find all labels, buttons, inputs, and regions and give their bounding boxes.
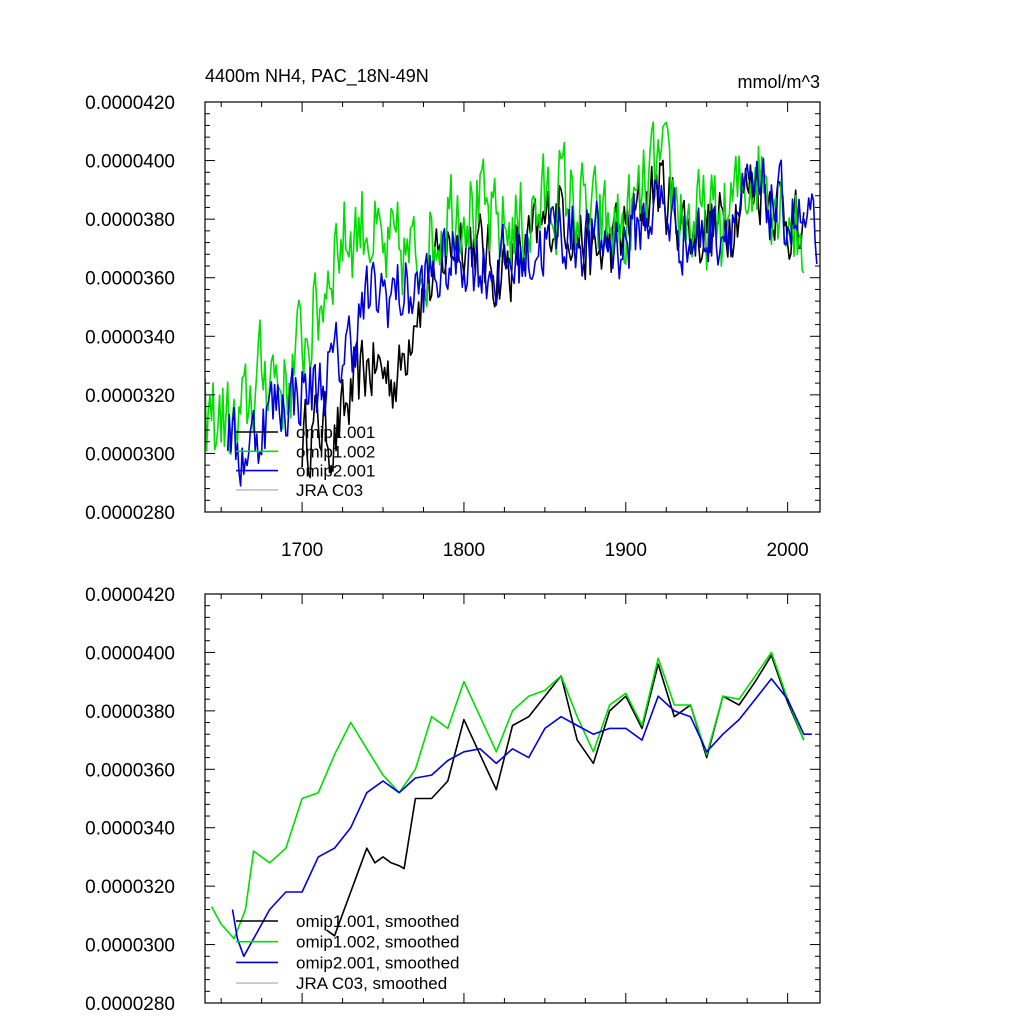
y-tick-label: 0.0000420: [85, 585, 175, 606]
y-tick-label: 0.0000400: [85, 643, 175, 664]
x-tick-label: 1800: [443, 540, 485, 561]
chart-panel-top: 4400m NH4, PAC_18N-49N mmol/m^3 0.0000280 0…: [85, 66, 821, 561]
series-line-omip1-001: [301, 159, 805, 479]
y-tick-label: 0.0000340: [85, 819, 175, 840]
legend-label: JRA C03, smoothed: [296, 974, 447, 993]
plot-frame: [204, 101, 821, 513]
x-tick-label: 1900: [605, 540, 647, 561]
y-tick-label: 0.0000420: [85, 93, 175, 114]
series-line-omip2-001-smoothed: [231, 677, 812, 958]
y-tick-label: 0.0000380: [85, 210, 175, 231]
chart-panel-bottom: 0.0000280 0.0000300 0.0000320 0.0000340 0.00…: [85, 585, 821, 1015]
y-tick-label: 0.0000300: [85, 444, 175, 465]
legend-label: omip1.002, smoothed: [296, 933, 460, 952]
y-tick-label: 0.0000400: [85, 152, 175, 173]
y-tick-label: 0.0000360: [85, 760, 175, 781]
y-tick-label: 0.0000320: [85, 877, 175, 898]
series-line-omip2-001: [226, 157, 818, 487]
y-tick-label: 0.0000280: [85, 503, 175, 524]
y-tick-label: 0.0000340: [85, 327, 175, 348]
units-label: mmol/m^3: [738, 72, 820, 92]
y-tick-label: 0.0000380: [85, 702, 175, 723]
y-tick-label: 0.0000320: [85, 386, 175, 407]
legend-label: omip1.002: [296, 442, 375, 461]
legend-label: omip1.001: [296, 423, 375, 442]
x-tick-label: 2000: [766, 540, 808, 561]
series-line-omip1-002-smoothed: [210, 651, 805, 940]
plot-frame: [204, 593, 821, 1004]
series-line-omip1-002: [205, 121, 805, 455]
y-tick-label: 0.0000360: [85, 269, 175, 290]
x-tick-label: 1700: [281, 540, 323, 561]
chart-title: 4400m NH4, PAC_18N-49N: [205, 66, 429, 87]
y-tick-label: 0.0000280: [85, 994, 175, 1015]
y-tick-label: 0.0000300: [85, 936, 175, 957]
legend-label: omip1.001, smoothed: [296, 912, 460, 931]
legend-label: JRA C03: [296, 481, 363, 500]
legend-label: omip2.001, smoothed: [296, 953, 460, 972]
legend-label: omip2.001: [296, 462, 375, 481]
